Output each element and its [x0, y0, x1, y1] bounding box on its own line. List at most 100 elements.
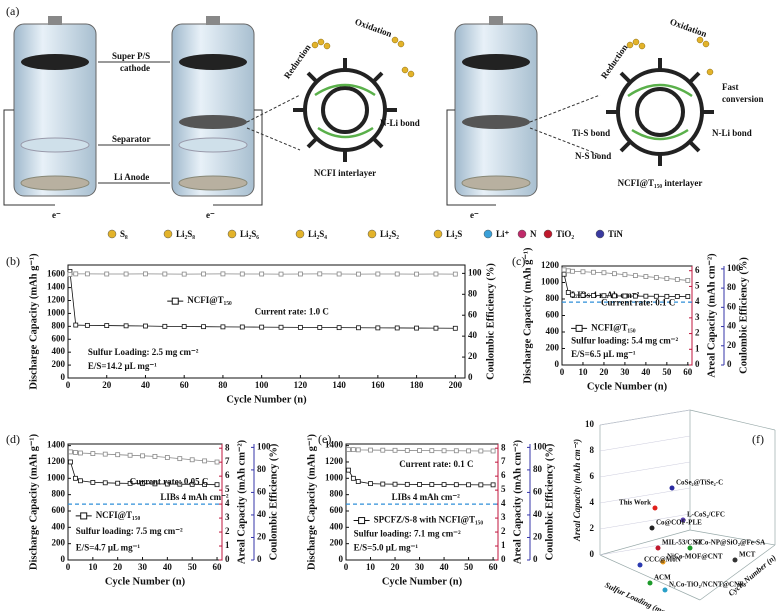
- y-tick-label: 200: [546, 343, 560, 353]
- point: [115, 480, 121, 486]
- point: [674, 277, 680, 282]
- y2-tick-label: 2: [501, 526, 506, 536]
- line-chart: (e)0 10 20 30 40 50 60020040060080010001200140…: [306, 432, 555, 588]
- x-tick-label: 20: [102, 380, 112, 390]
- battery: [3, 16, 97, 206]
- point: [67, 272, 73, 277]
- legend-label: Li₂S₂: [380, 229, 399, 239]
- point: [78, 450, 83, 456]
- y3-tick-label: 40: [257, 509, 267, 519]
- point-label: L-CoS₂/CFC: [687, 511, 725, 519]
- y2-tick-label: 100: [468, 267, 482, 277]
- y-tick-label: 600: [52, 333, 66, 343]
- point: [622, 293, 628, 299]
- point: [453, 482, 459, 488]
- y2-tick-label: 6: [695, 265, 700, 275]
- charts: S₈ Li₂S₈ Li₂S₆ Li₂S₄ Li₂S₂ Li₂S Li⁺ N TiO₂ TiN (b)…: [6, 229, 778, 611]
- point: [478, 482, 484, 488]
- point: [201, 271, 206, 277]
- point-label: S/Co-NP@SiO₂@Fe-SA: [694, 539, 765, 547]
- legend-marker: [80, 512, 88, 520]
- point: [102, 480, 108, 486]
- y2-tick-label: 5: [225, 484, 230, 494]
- interlayer-title: NCFI@T₁₅₀ interlayer: [618, 178, 703, 188]
- box-edge: [689, 529, 776, 546]
- point: [685, 294, 691, 299]
- point: [189, 481, 195, 487]
- y3-tick-label: 0: [257, 554, 262, 564]
- point: [652, 505, 658, 511]
- legend-icon: [295, 229, 305, 239]
- point: [73, 475, 78, 481]
- y3-tick-label: 40: [533, 509, 543, 519]
- point: [643, 274, 649, 279]
- point: [104, 271, 110, 277]
- y2-tick-label: 1: [695, 343, 700, 353]
- point: [647, 580, 653, 586]
- battery: [446, 16, 601, 206]
- x-tick-label: 120: [294, 380, 308, 390]
- y3-tick-label: 0: [533, 554, 538, 564]
- point: [662, 587, 668, 593]
- point: [181, 324, 187, 329]
- annotation: Current rate: 0.1 C: [601, 298, 675, 308]
- panel-label: (a): [6, 4, 19, 18]
- legend-label: Li₂S: [446, 229, 462, 239]
- y3-tick-label: 100: [727, 263, 741, 273]
- point: [414, 325, 419, 331]
- point-label: ACM: [654, 574, 671, 582]
- y-tick-label: 800: [330, 489, 344, 499]
- point: [164, 481, 170, 487]
- point: [297, 271, 303, 277]
- framework: [606, 58, 714, 166]
- polysulfide-clusters: [311, 36, 714, 78]
- y2-tick-label: 0: [468, 372, 473, 382]
- point: [632, 293, 638, 299]
- y3-tick-label: 100: [257, 441, 271, 451]
- panel-label: (d): [6, 432, 20, 446]
- y2-tick-label: 0: [695, 359, 700, 369]
- x-tick-label: 10: [578, 367, 588, 377]
- point: [177, 456, 183, 462]
- point: [346, 447, 351, 453]
- y2-tick-label: 7: [225, 456, 230, 466]
- point: [220, 324, 226, 330]
- point: [441, 482, 447, 488]
- point: [177, 481, 183, 487]
- point-label: This Work: [619, 499, 651, 507]
- y3-tick-label: 20: [533, 532, 543, 542]
- z-tick-label: 6: [590, 471, 595, 481]
- y3-tick-label: 80: [727, 282, 737, 292]
- y-tick-label: 800: [52, 489, 66, 499]
- annotation: Current rate: 0.05 C: [130, 476, 209, 486]
- point: [259, 324, 265, 330]
- point: [181, 271, 187, 277]
- x-tick-label: 60: [213, 562, 223, 572]
- point: [570, 268, 575, 274]
- y-tick-label: 600: [546, 310, 560, 320]
- y-tick-label: 800: [546, 293, 560, 303]
- x-tick-label: 160: [371, 380, 385, 390]
- legend-icon: [227, 229, 237, 239]
- y3-tick-label: 60: [533, 486, 543, 496]
- y-tick-label: 600: [330, 505, 344, 515]
- x-tick-label: 200: [449, 380, 463, 390]
- electron-label: e⁻: [206, 210, 215, 220]
- y-tick-label: 400: [52, 346, 66, 356]
- point: [612, 293, 617, 299]
- point: [380, 447, 386, 453]
- point: [201, 324, 206, 330]
- y3-tick-label: 60: [257, 486, 267, 496]
- y-tick-label: 1400: [325, 440, 344, 450]
- y-tick-label: 400: [330, 521, 344, 531]
- y3-tick-label: 20: [257, 532, 267, 542]
- reference-label: LIBs 4 mAh cm⁻²: [160, 492, 229, 502]
- grid-line: [599, 435, 691, 452]
- point: [664, 293, 670, 299]
- point: [152, 481, 158, 487]
- annotation: E/S=4.7 μL mg⁻¹: [76, 542, 141, 552]
- panel-label: (b): [6, 254, 20, 268]
- y2-tick-label: 3: [501, 512, 506, 522]
- point: [317, 325, 323, 330]
